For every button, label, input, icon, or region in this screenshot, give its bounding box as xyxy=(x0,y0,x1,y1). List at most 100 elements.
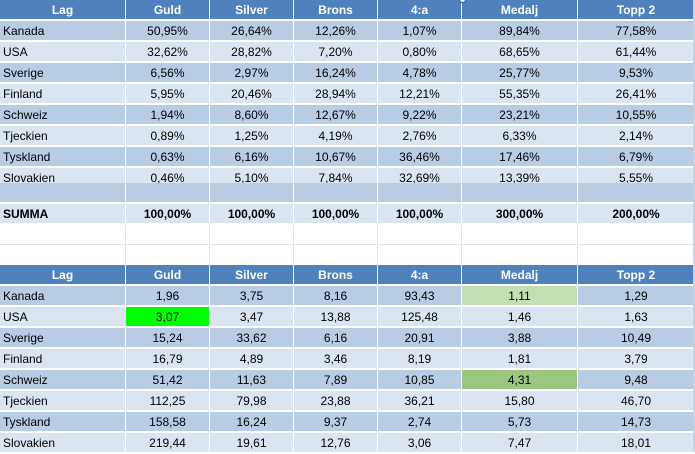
header-cell[interactable]: Medalj xyxy=(462,0,578,20)
table-cell[interactable]: 15,80 xyxy=(462,391,578,411)
team-name-cell[interactable]: Kanada xyxy=(0,286,126,306)
table-cell[interactable]: 3,46 xyxy=(294,349,378,369)
header-cell[interactable]: Guld xyxy=(126,0,210,20)
table-cell[interactable]: 9,48 xyxy=(578,370,695,390)
team-name-cell[interactable]: Schweiz xyxy=(0,105,126,125)
header-cell[interactable]: Brons xyxy=(294,0,378,20)
table-cell[interactable]: 77,58% xyxy=(578,21,695,41)
table-cell[interactable]: 16,24 xyxy=(210,412,294,432)
table-cell[interactable] xyxy=(294,183,378,203)
summa-label[interactable]: SUMMA xyxy=(0,204,126,224)
table-cell[interactable] xyxy=(210,246,294,266)
table-cell[interactable]: 36,21 xyxy=(378,391,462,411)
summa-cell[interactable]: 100,00% xyxy=(126,204,210,224)
team-name-cell[interactable]: Tyskland xyxy=(0,147,126,167)
header-cell[interactable]: Brons xyxy=(294,265,378,285)
table-cell[interactable]: 61,44% xyxy=(578,42,695,62)
table-cell[interactable] xyxy=(378,183,462,203)
table-cell[interactable]: 3,06 xyxy=(378,433,462,453)
table-cell[interactable]: 2,76% xyxy=(378,126,462,146)
table-cell[interactable]: 23,21% xyxy=(462,105,578,125)
table-cell[interactable]: 4,89 xyxy=(210,349,294,369)
table-cell[interactable]: 9,37 xyxy=(294,412,378,432)
team-name-cell[interactable]: Tjeckien xyxy=(0,391,126,411)
table-cell[interactable]: 28,82% xyxy=(210,42,294,62)
table-cell[interactable]: 1,25% xyxy=(210,126,294,146)
table-cell[interactable]: 7,89 xyxy=(294,370,378,390)
table-cell[interactable]: 3,79 xyxy=(578,349,695,369)
table-cell[interactable] xyxy=(578,225,695,245)
team-name-cell[interactable]: Tjeckien xyxy=(0,126,126,146)
header-cell[interactable]: Medalj xyxy=(462,265,578,285)
table-cell[interactable]: 4,78% xyxy=(378,63,462,83)
table-cell[interactable]: 5,73 xyxy=(462,412,578,432)
team-name-cell[interactable]: Sverige xyxy=(0,328,126,348)
table-cell[interactable]: 14,73 xyxy=(578,412,695,432)
table-cell[interactable]: 55,35% xyxy=(462,84,578,104)
table-cell[interactable] xyxy=(462,183,578,203)
table-cell[interactable]: 1,46 xyxy=(462,307,578,327)
table-cell[interactable]: 19,61 xyxy=(210,433,294,453)
table-cell[interactable]: 0,80% xyxy=(378,42,462,62)
table-cell[interactable] xyxy=(0,225,126,245)
table-cell[interactable]: 12,67% xyxy=(294,105,378,125)
table-cell[interactable]: 36,46% xyxy=(378,147,462,167)
table-cell[interactable]: 0,63% xyxy=(126,147,210,167)
table-cell[interactable]: 2,97% xyxy=(210,63,294,83)
table-cell[interactable]: 11,63 xyxy=(210,370,294,390)
table-cell[interactable]: 23,88 xyxy=(294,391,378,411)
table-cell[interactable]: 158,58 xyxy=(126,412,210,432)
team-name-cell[interactable]: USA xyxy=(0,307,126,327)
team-name-cell[interactable]: Finland xyxy=(0,84,126,104)
summa-cell[interactable]: 100,00% xyxy=(378,204,462,224)
table-cell[interactable]: 3,75 xyxy=(210,286,294,306)
team-name-cell[interactable]: Kanada xyxy=(0,21,126,41)
team-name-cell[interactable]: Schweiz xyxy=(0,370,126,390)
table-cell[interactable]: 5,95% xyxy=(126,84,210,104)
table-cell[interactable]: 15,24 xyxy=(126,328,210,348)
table-cell[interactable]: 12,21% xyxy=(378,84,462,104)
table-cell[interactable] xyxy=(378,246,462,266)
table-cell[interactable]: 7,47 xyxy=(462,433,578,453)
table-cell[interactable]: 46,70 xyxy=(578,391,695,411)
summa-cell[interactable]: 100,00% xyxy=(210,204,294,224)
table-cell[interactable]: 20,46% xyxy=(210,84,294,104)
table-cell[interactable]: 2,74 xyxy=(378,412,462,432)
table-cell[interactable] xyxy=(126,225,210,245)
table-cell[interactable]: 6,56% xyxy=(126,63,210,83)
header-cell[interactable]: Lag xyxy=(0,265,126,285)
team-name-cell[interactable]: Finland xyxy=(0,349,126,369)
table-cell[interactable]: 16,24% xyxy=(294,63,378,83)
header-cell[interactable]: Silver xyxy=(210,265,294,285)
header-cell[interactable]: Topp 2 xyxy=(578,265,695,285)
table-cell[interactable] xyxy=(126,246,210,266)
table-cell[interactable]: 68,65% xyxy=(462,42,578,62)
table-cell[interactable] xyxy=(210,183,294,203)
table-cell[interactable]: 33,62 xyxy=(210,328,294,348)
table-cell[interactable]: 79,98 xyxy=(210,391,294,411)
table-cell[interactable]: 50,95% xyxy=(126,21,210,41)
table-cell[interactable]: 1,11 xyxy=(462,286,578,306)
table-cell[interactable]: 26,41% xyxy=(578,84,695,104)
table-cell[interactable]: 18,01 xyxy=(578,433,695,453)
table-cell[interactable] xyxy=(578,183,695,203)
table-cell[interactable]: 3,07 xyxy=(126,307,210,327)
header-cell[interactable]: 4:a xyxy=(378,265,462,285)
table-cell[interactable]: 6,33% xyxy=(462,126,578,146)
table-cell[interactable]: 12,76 xyxy=(294,433,378,453)
table-cell[interactable]: 93,43 xyxy=(378,286,462,306)
table-cell[interactable]: 7,20% xyxy=(294,42,378,62)
table-cell[interactable]: 12,26% xyxy=(294,21,378,41)
table-cell[interactable] xyxy=(294,225,378,245)
table-cell[interactable]: 4,31 xyxy=(462,370,578,390)
summa-cell[interactable]: 100,00% xyxy=(294,204,378,224)
table-cell[interactable]: 25,77% xyxy=(462,63,578,83)
header-cell[interactable]: Guld xyxy=(126,265,210,285)
table-cell[interactable] xyxy=(126,183,210,203)
table-cell[interactable] xyxy=(0,183,126,203)
table-cell[interactable] xyxy=(578,246,695,266)
table-cell[interactable]: 10,67% xyxy=(294,147,378,167)
table-cell[interactable]: 3,88 xyxy=(462,328,578,348)
header-cell[interactable]: Topp 2 xyxy=(578,0,695,20)
table-cell[interactable]: 1,07% xyxy=(378,21,462,41)
